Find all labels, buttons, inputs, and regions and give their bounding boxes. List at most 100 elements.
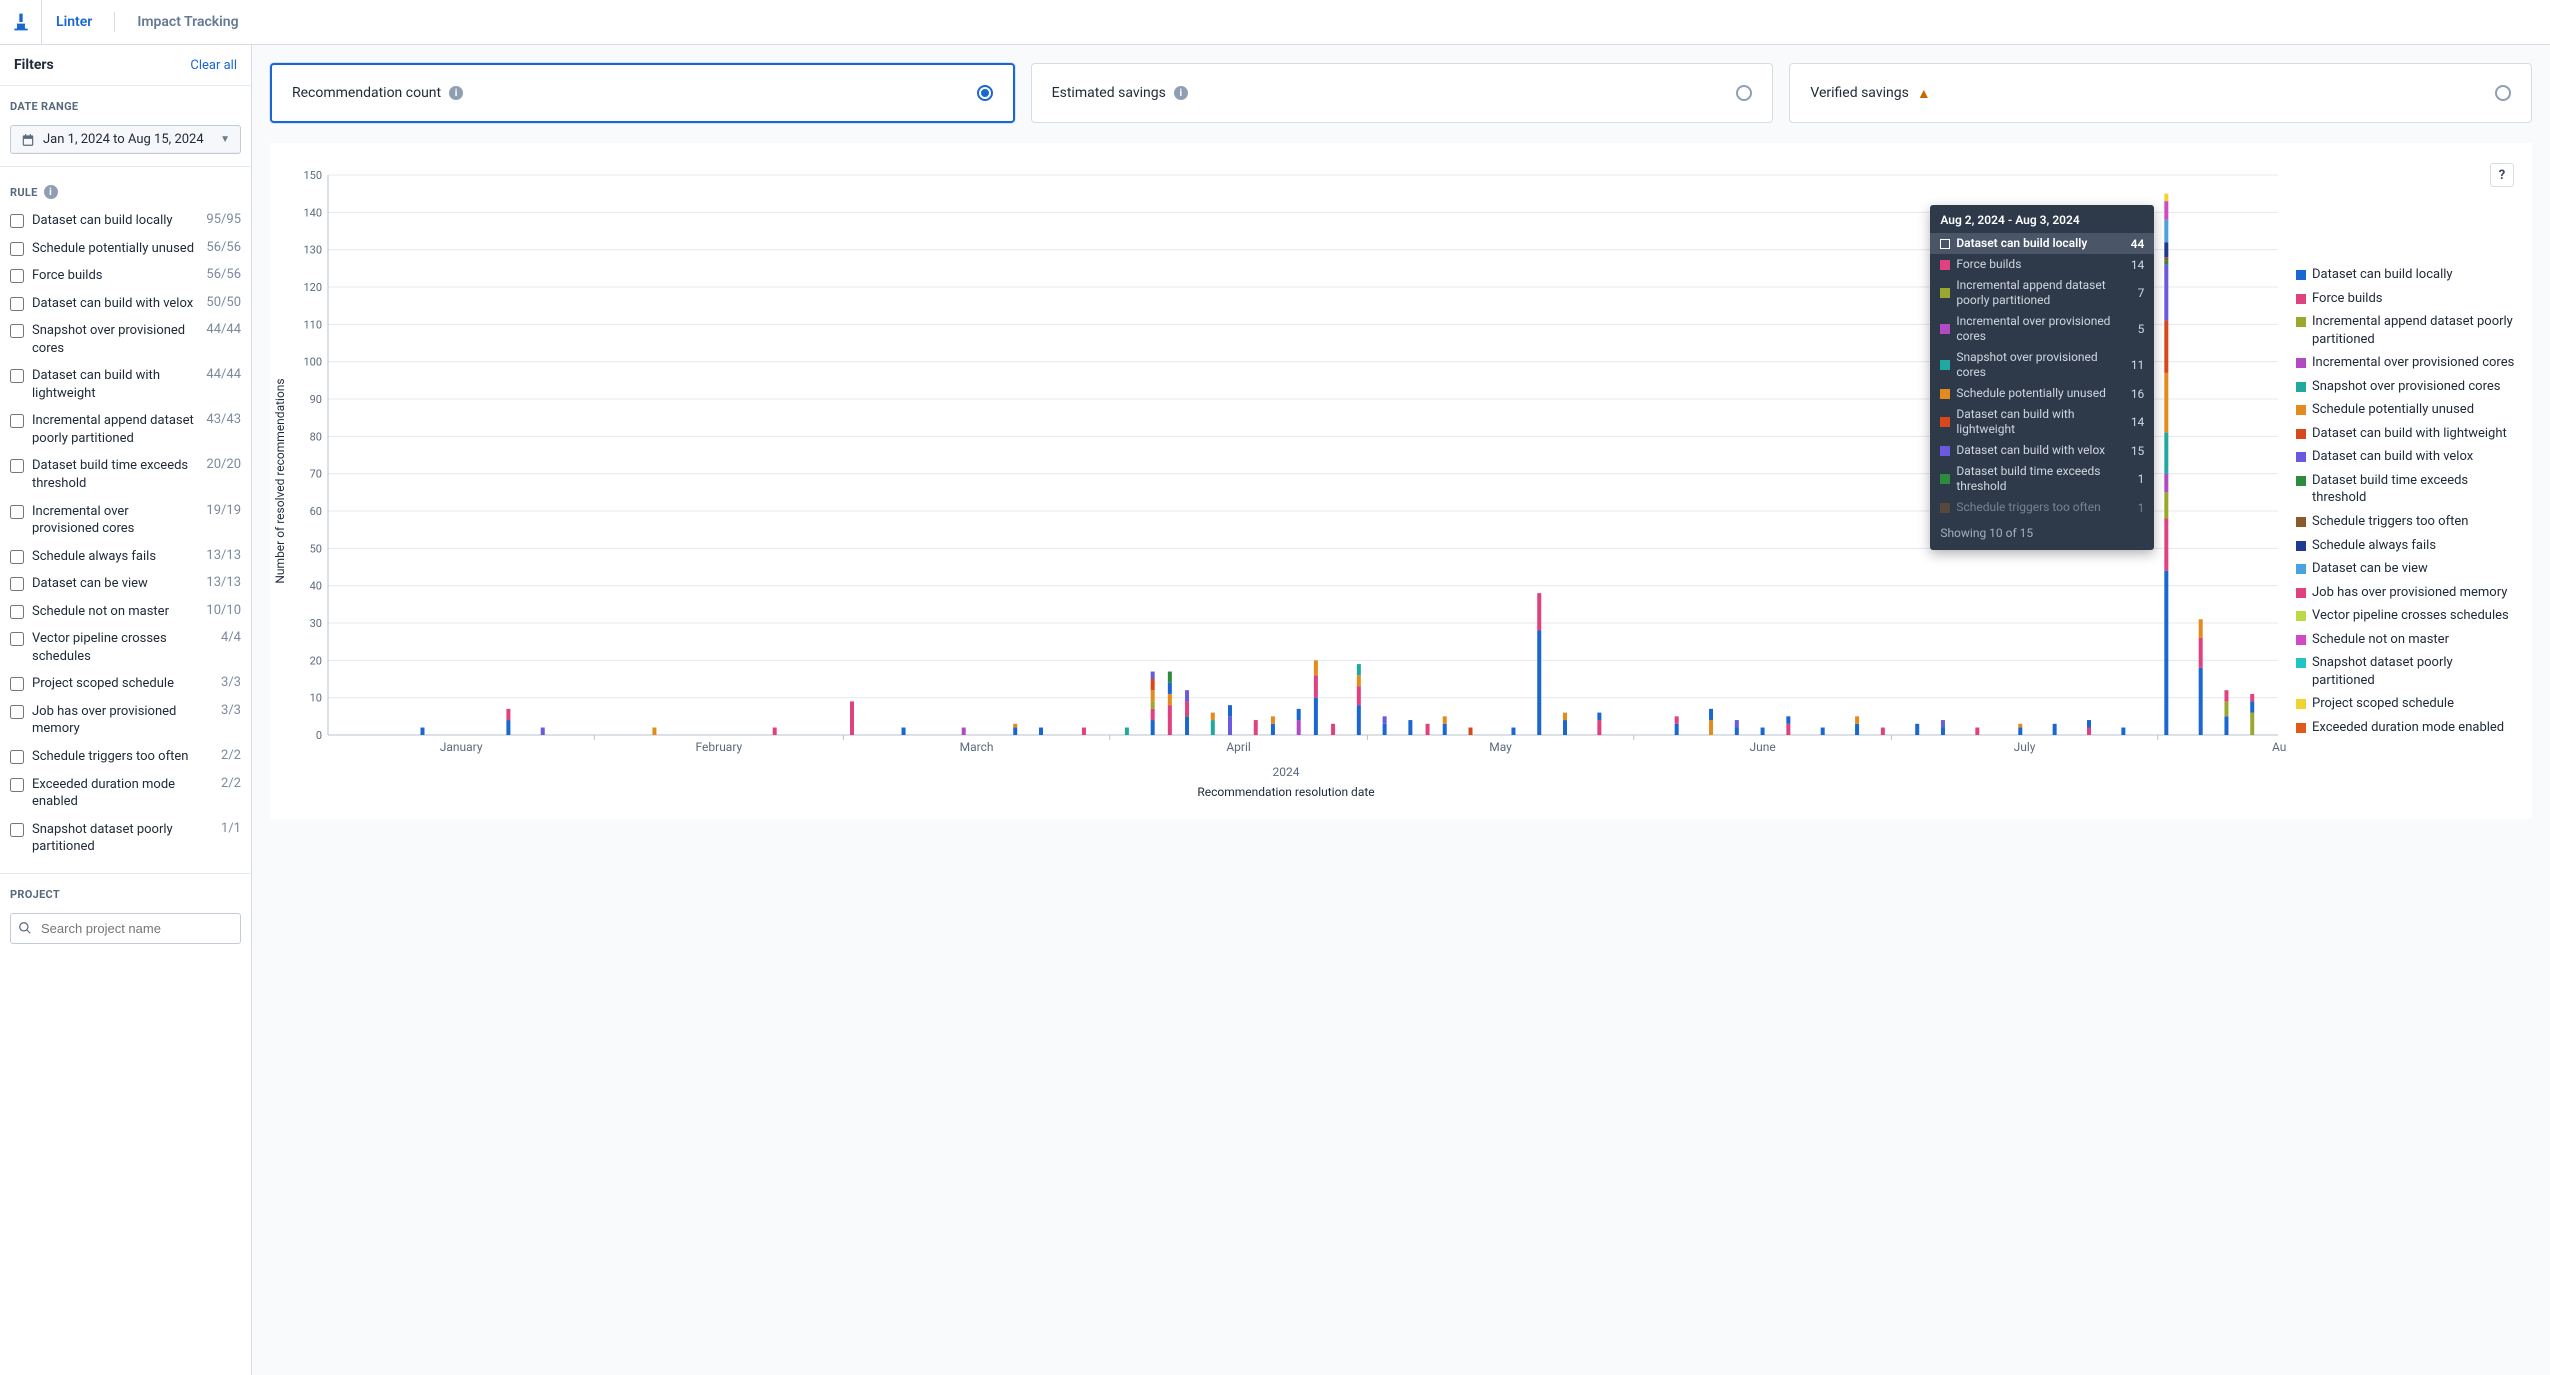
rule-label: Dataset can build locally: [32, 212, 198, 230]
rule-item[interactable]: Schedule potentially unused 56/56: [10, 235, 241, 263]
rule-checkbox[interactable]: [10, 242, 24, 256]
legend-item[interactable]: Incremental append dataset poorly partit…: [2296, 310, 2516, 351]
legend-item[interactable]: Schedule always fails: [2296, 534, 2516, 558]
legend-item[interactable]: Exceeded duration mode enabled: [2296, 716, 2516, 740]
legend-label: Project scoped schedule: [2312, 695, 2454, 713]
rule-item[interactable]: Exceeded duration mode enabled 2/2: [10, 771, 241, 816]
rule-item[interactable]: Dataset can build locally 95/95: [10, 207, 241, 235]
rule-item[interactable]: Dataset can be view 13/13: [10, 570, 241, 598]
metric-card[interactable]: Verified savings▲: [1789, 63, 2532, 123]
legend-item[interactable]: Schedule triggers too often: [2296, 510, 2516, 534]
radio[interactable]: [977, 85, 993, 101]
rule-item[interactable]: Project scoped schedule 3/3: [10, 670, 241, 698]
rule-item[interactable]: Schedule always fails 13/13: [10, 543, 241, 571]
rule-checkbox[interactable]: [10, 632, 24, 646]
rule-checkbox[interactable]: [10, 677, 24, 691]
tooltip-value: 44: [2131, 237, 2145, 251]
rule-checkbox[interactable]: [10, 269, 24, 283]
legend-item[interactable]: Vector pipeline crosses schedules: [2296, 604, 2516, 628]
rule-item[interactable]: Snapshot dataset poorly partitioned 1/1: [10, 816, 241, 861]
rule-checkbox[interactable]: [10, 324, 24, 338]
legend-item[interactable]: Dataset can be view: [2296, 557, 2516, 581]
rule-label: Dataset can be view: [32, 575, 198, 593]
svg-text:June: June: [1749, 740, 1775, 754]
rule-checkbox[interactable]: [10, 459, 24, 473]
tooltip-label: Incremental over provisioned cores: [1956, 314, 2131, 344]
search-input[interactable]: [10, 913, 241, 944]
legend-item[interactable]: Dataset can build with lightweight: [2296, 422, 2516, 446]
metric-card[interactable]: Recommendation counti: [270, 63, 1015, 123]
rule-item[interactable]: Vector pipeline crosses schedules 4/4: [10, 625, 241, 670]
svg-text:70: 70: [310, 468, 322, 481]
rule-checkbox[interactable]: [10, 297, 24, 311]
legend-item[interactable]: Job has over provisioned memory: [2296, 581, 2516, 605]
rule-count: 3/3: [221, 675, 241, 690]
rule-item[interactable]: Incremental over provisioned cores 19/19: [10, 498, 241, 543]
rule-checkbox[interactable]: [10, 214, 24, 228]
legend-item[interactable]: Force builds: [2296, 287, 2516, 311]
legend-item[interactable]: Incremental over provisioned cores: [2296, 351, 2516, 375]
rule-item[interactable]: Schedule not on master 10/10: [10, 598, 241, 626]
rule-item[interactable]: Job has over provisioned memory 3/3: [10, 698, 241, 743]
legend-label: Force builds: [2312, 290, 2383, 308]
app-logo[interactable]: [0, 0, 42, 45]
rule-label: Schedule always fails: [32, 548, 198, 566]
rule-label: Snapshot dataset poorly partitioned: [32, 821, 213, 856]
rule-item[interactable]: Dataset can build with lightweight 44/44: [10, 362, 241, 407]
rule-checkbox[interactable]: [10, 414, 24, 428]
legend-item[interactable]: Dataset can build with velox: [2296, 445, 2516, 469]
metric-card[interactable]: Estimated savingsi: [1031, 63, 1774, 123]
rule-checkbox[interactable]: [10, 605, 24, 619]
legend-label: Exceeded duration mode enabled: [2312, 719, 2504, 737]
radio[interactable]: [2495, 85, 2511, 101]
rule-count: 13/13: [206, 575, 241, 590]
date-range-button[interactable]: Jan 1, 2024 to Aug 15, 2024 ▼: [10, 125, 241, 154]
info-icon[interactable]: i: [44, 185, 58, 199]
legend-item[interactable]: Dataset can build locally: [2296, 263, 2516, 287]
rule-item[interactable]: Dataset build time exceeds threshold 20/…: [10, 452, 241, 497]
tooltip-row: Dataset build time exceeds threshold 1: [1930, 461, 2154, 497]
clear-all-link[interactable]: Clear all: [190, 58, 237, 73]
rule-checkbox[interactable]: [10, 778, 24, 792]
rule-checkbox[interactable]: [10, 823, 24, 837]
chart-year: 2024: [286, 765, 2286, 779]
legend-item[interactable]: Project scoped schedule: [2296, 692, 2516, 716]
svg-text:140: 140: [303, 206, 322, 219]
tooltip-value: 1: [2138, 472, 2145, 486]
nav-divider: [114, 12, 115, 32]
rule-checkbox[interactable]: [10, 577, 24, 591]
rule-item[interactable]: Dataset can build with velox 50/50: [10, 290, 241, 318]
tooltip-value: 5: [2138, 322, 2145, 336]
tooltip-swatch: [1940, 360, 1950, 370]
rule-checkbox[interactable]: [10, 550, 24, 564]
rule-label: Project scoped schedule: [32, 675, 213, 693]
tooltip-row: Schedule potentially unused 16: [1930, 383, 2154, 404]
legend-item[interactable]: Snapshot dataset poorly partitioned: [2296, 651, 2516, 692]
rule-checkbox[interactable]: [10, 369, 24, 383]
help-button[interactable]: ?: [2490, 163, 2514, 187]
rule-item[interactable]: Schedule triggers too often 2/2: [10, 743, 241, 771]
rule-item[interactable]: Incremental append dataset poorly partit…: [10, 407, 241, 452]
chart-tooltip: Aug 2, 2024 - Aug 3, 2024 Dataset can bu…: [1930, 205, 2154, 550]
calendar-icon: [21, 133, 35, 147]
nav-tab-impact[interactable]: Impact Tracking: [137, 14, 238, 30]
legend-label: Dataset can build with velox: [2312, 448, 2473, 466]
legend-item[interactable]: Schedule not on master: [2296, 628, 2516, 652]
legend-label: Dataset can build locally: [2312, 266, 2453, 284]
legend-swatch: [2296, 429, 2306, 439]
legend-item[interactable]: Snapshot over provisioned cores: [2296, 375, 2516, 399]
tooltip-row: Dataset can build with velox 15: [1930, 440, 2154, 461]
rule-item[interactable]: Snapshot over provisioned cores 44/44: [10, 317, 241, 362]
rule-label: Dataset build time exceeds threshold: [32, 457, 198, 492]
rule-item[interactable]: Force builds 56/56: [10, 262, 241, 290]
radio[interactable]: [1736, 85, 1752, 101]
tooltip-label: Snapshot over provisioned cores: [1956, 350, 2125, 380]
svg-text:50: 50: [310, 542, 322, 555]
legend-item[interactable]: Schedule potentially unused: [2296, 398, 2516, 422]
rule-checkbox[interactable]: [10, 705, 24, 719]
nav-tab-linter[interactable]: Linter: [56, 14, 92, 30]
rule-checkbox[interactable]: [10, 750, 24, 764]
rule-label: Dataset can build with lightweight: [32, 367, 198, 402]
rule-checkbox[interactable]: [10, 505, 24, 519]
legend-item[interactable]: Dataset build time exceeds threshold: [2296, 469, 2516, 510]
